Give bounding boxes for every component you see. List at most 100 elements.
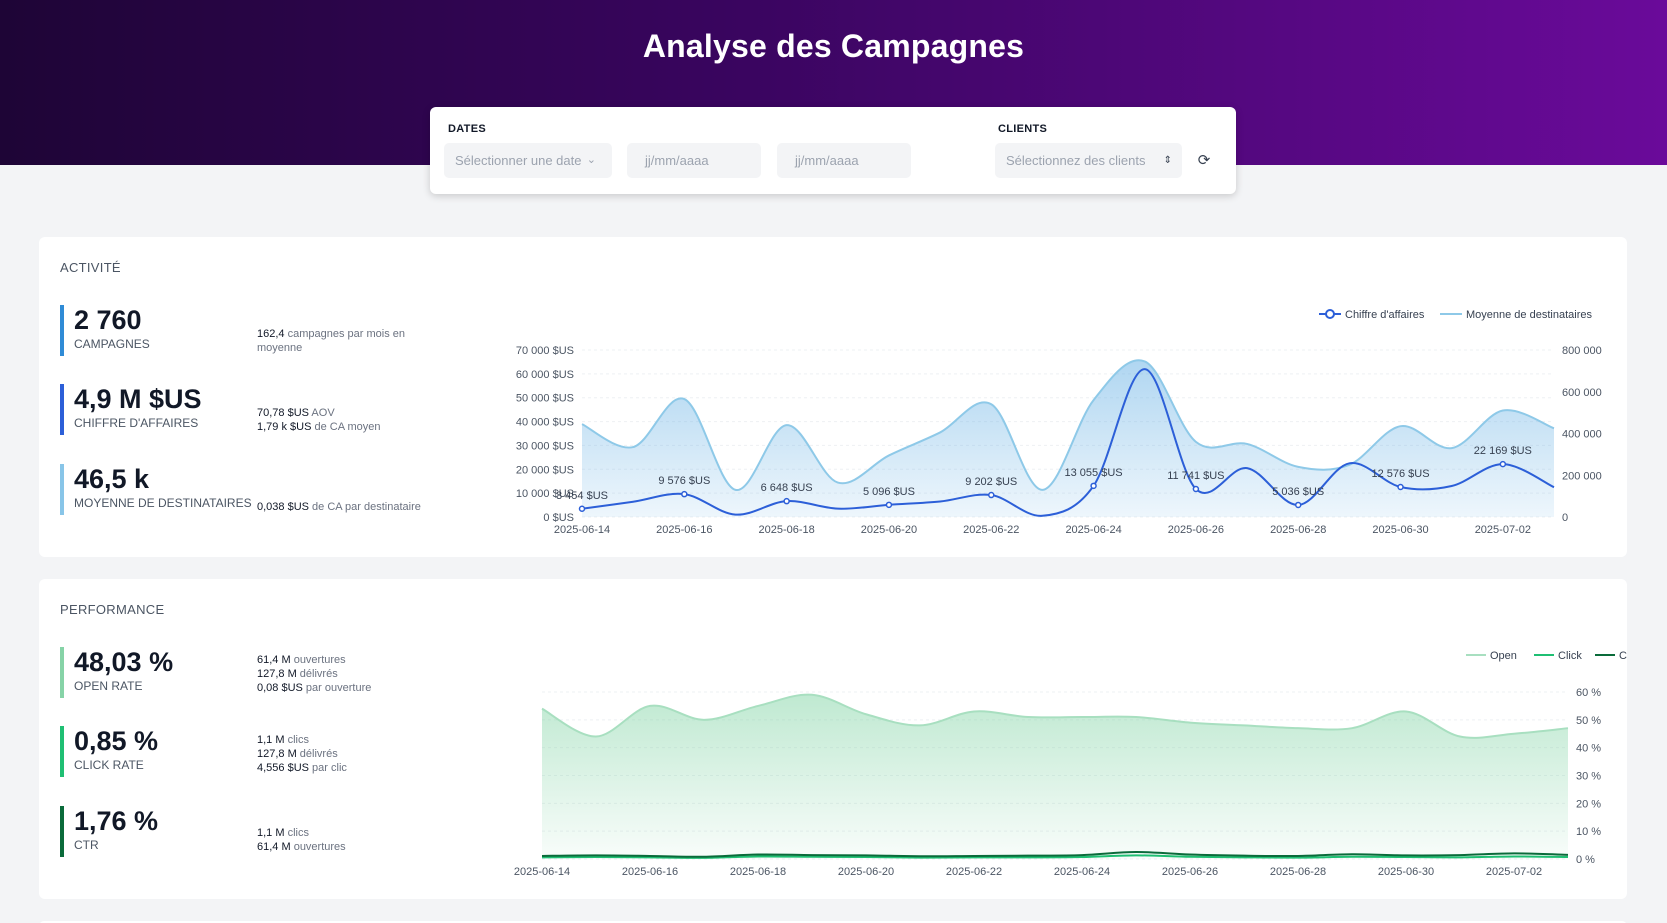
revenue-data-label: 9 202 $US [965,476,1017,488]
legend-open-label: Open [1490,650,1517,662]
detail-value: 61,4 M [257,841,291,853]
kpi-label: MOYENNE DE DESTINATAIRES [74,496,252,510]
detail-value: 70,78 $US [257,407,309,419]
kpi-details: 0,038 $US de CA par destinataire [257,500,457,514]
performance-title: PERFORMANCE [60,602,165,617]
x-tick-label: 2025-06-16 [622,866,678,878]
x-tick-label: 2025-06-18 [758,524,814,536]
y-right-tick-label: 800 000 [1562,345,1602,357]
y-left-tick-label: 0 $US [543,512,574,524]
detail-value: 1,79 k $US [257,421,312,433]
dates-label: DATES [448,123,486,135]
revenue-point [681,490,688,498]
clients-select[interactable]: Sélectionnez des clients ⇕ [995,143,1182,178]
detail-text: ouvertures [290,841,346,853]
end-date-input[interactable]: jj/mm/aaaa [777,143,911,178]
x-tick-label: 2025-06-30 [1378,866,1434,878]
detail-text: délivrés [296,668,338,680]
revenue-data-label: 11 741 $US [1167,470,1224,482]
kpi-label: CHIFFRE D'AFFAIRES [74,416,199,430]
x-tick-label: 2025-07-02 [1475,524,1531,536]
kpi-revenue: 4,9 M $US CHIFFRE D'AFFAIRES [60,384,202,435]
detail-text: délivrés [296,748,338,760]
filter-panel: DATES Sélectionner une date ⌄ jj/mm/aaaa… [430,107,1236,194]
detail-value: 127,8 M [257,668,297,680]
legend-ctr-label: CTR [1619,650,1627,662]
detail-text: par ouverture [302,682,372,694]
revenue-data-label: 13 055 $US [1065,467,1123,479]
detail-value: 0,038 $US [257,501,309,513]
date-preset-placeholder: Sélectionner une date [455,153,582,168]
y-left-tick-label: 70 000 $US [516,345,574,357]
y-left-tick-label: 60 000 $US [516,369,574,381]
x-tick-label: 2025-06-14 [554,524,610,536]
x-tick-label: 2025-06-18 [730,866,786,878]
revenue-point [1090,482,1097,490]
y-tick-label: 60 % [1576,687,1601,699]
x-tick-label: 2025-06-28 [1270,524,1326,536]
date-preset-select[interactable]: Sélectionner une date ⌄ [444,143,612,178]
kpi-click-rate: 0,85 % CLICK RATE [60,726,158,777]
revenue-point [1192,485,1200,493]
y-left-tick-label: 50 000 $US [516,393,574,405]
recipients-line [581,359,1555,491]
detail-text: clics [284,734,309,746]
kpi-details: 1,1 M clics 127,8 M délivrés 4,556 $US p… [257,733,417,775]
kpi-campaigns: 2 760 CAMPAGNES [60,305,150,356]
x-tick-label: 2025-06-14 [514,866,570,878]
detail-text: clics [284,827,309,839]
kpi-details: 61,4 M ouvertures 127,8 M délivrés 0,08 … [257,653,417,695]
detail-text: ouvertures [290,654,346,666]
start-date-input[interactable]: jj/mm/aaaa [627,143,761,178]
start-date-placeholder: jj/mm/aaaa [645,153,709,168]
x-tick-label: 2025-06-22 [963,524,1019,536]
x-tick-label: 2025-06-28 [1270,866,1326,878]
performance-card: PERFORMANCE 48,03 % OPEN RATE 61,4 M ouv… [39,579,1627,899]
x-tick-label: 2025-06-22 [946,866,1002,878]
activity-card: ACTIVITÉ 2 760 CAMPAGNES 162,4 campagnes… [39,237,1627,557]
x-tick-label: 2025-06-24 [1054,866,1110,878]
click-line [541,854,1569,859]
kpi-details: 1,1 M clics 61,4 M ouvertures [257,826,417,854]
revenue-data-label: 22 169 $US [1474,445,1532,457]
revenue-data-label: 3 454 $US [556,490,608,502]
x-tick-label: 2025-06-24 [1065,524,1121,536]
kpi-recipients: 46,5 k MOYENNE DE DESTINATAIRES [60,464,252,515]
kpi-label: CLICK RATE [74,758,144,772]
y-left-tick-label: 30 000 $US [516,440,574,452]
kpi-value: 46,5 k [74,464,150,494]
open-area [542,694,1568,859]
revenue-data-label: 6 648 $US [761,482,813,494]
revenue-point [1499,460,1507,468]
x-tick-label: 2025-06-26 [1168,524,1224,536]
y-tick-label: 20 % [1576,798,1601,810]
y-right-tick-label: 200 000 [1562,470,1602,482]
chevron-down-icon: ⌄ [586,154,596,166]
open-line [541,693,1569,739]
revenue-data-label: 9 576 $US [658,475,710,487]
y-tick-label: 10 % [1576,826,1601,838]
performance-chart: 0 % 10 % 20 % 30 % 40 % 50 % 60 % 2025-06-14 202… [514,650,1627,878]
sort-arrows-icon: ⇕ [1163,155,1172,166]
x-tick-label: 2025-06-20 [861,524,917,536]
detail-value: 0,08 $US [257,682,303,694]
y-tick-label: 40 % [1576,743,1601,755]
kpi-value: 0,85 % [74,726,159,756]
y-right-tick-label: 600 000 [1562,387,1602,399]
kpi-details: 162,4 campagnes par mois en moyenne [257,327,417,355]
kpi-ctr: 1,76 % CTR [60,806,158,857]
x-tick-label: 2025-06-16 [656,524,712,536]
ctr-line [541,851,1569,858]
kpi-value: 2 760 [74,305,142,335]
y-tick-label: 30 % [1576,771,1601,783]
kpi-details: 70,78 $US AOV 1,79 k $US de CA moyen [257,406,437,434]
kpi-label: CAMPAGNES [74,337,150,351]
y-left-tick-label: 10 000 $US [516,488,574,500]
revenue-data-label: 5 096 $US [863,486,915,498]
legend-click-label: Click [1558,650,1582,662]
x-tick-label: 2025-07-02 [1486,866,1542,878]
kpi-value: 4,9 M $US [74,384,202,414]
detail-value: 1,1 M [257,827,285,839]
x-tick-label: 2025-06-30 [1372,524,1428,536]
refresh-icon[interactable]: ⟳ [1197,152,1211,169]
